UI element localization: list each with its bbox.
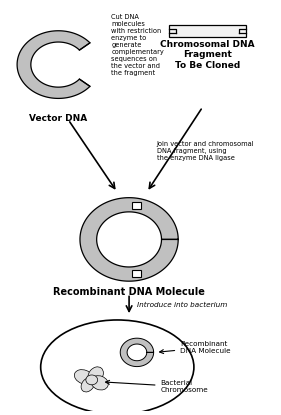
Text: Vector DNA: Vector DNA xyxy=(29,114,87,123)
FancyBboxPatch shape xyxy=(132,202,140,209)
Text: Join vector and chromosomal
DNA fragment, using
the enzyme DNA ligase: Join vector and chromosomal DNA fragment… xyxy=(157,141,254,161)
Ellipse shape xyxy=(41,320,194,414)
Ellipse shape xyxy=(91,376,108,390)
Text: Bacterial
Chromosome: Bacterial Chromosome xyxy=(106,380,208,393)
Bar xyxy=(169,25,246,37)
Ellipse shape xyxy=(88,367,103,383)
Text: Cut DNA
molecules
with restriction
enzyme to
generate
complementary
sequences on: Cut DNA molecules with restriction enzym… xyxy=(111,14,164,76)
Ellipse shape xyxy=(81,378,94,392)
Ellipse shape xyxy=(86,375,98,385)
Text: Introduce into bacterium: Introduce into bacterium xyxy=(137,302,227,308)
Text: Chromosomal DNA
Fragment
To Be Cloned: Chromosomal DNA Fragment To Be Cloned xyxy=(160,40,255,70)
Polygon shape xyxy=(80,198,178,281)
FancyBboxPatch shape xyxy=(132,270,140,277)
Polygon shape xyxy=(17,31,90,98)
Text: Recombinant
DNA Molecule: Recombinant DNA Molecule xyxy=(160,341,231,354)
Ellipse shape xyxy=(74,370,93,384)
Polygon shape xyxy=(120,338,154,366)
Text: Recombinant DNA Molecule: Recombinant DNA Molecule xyxy=(53,287,205,297)
